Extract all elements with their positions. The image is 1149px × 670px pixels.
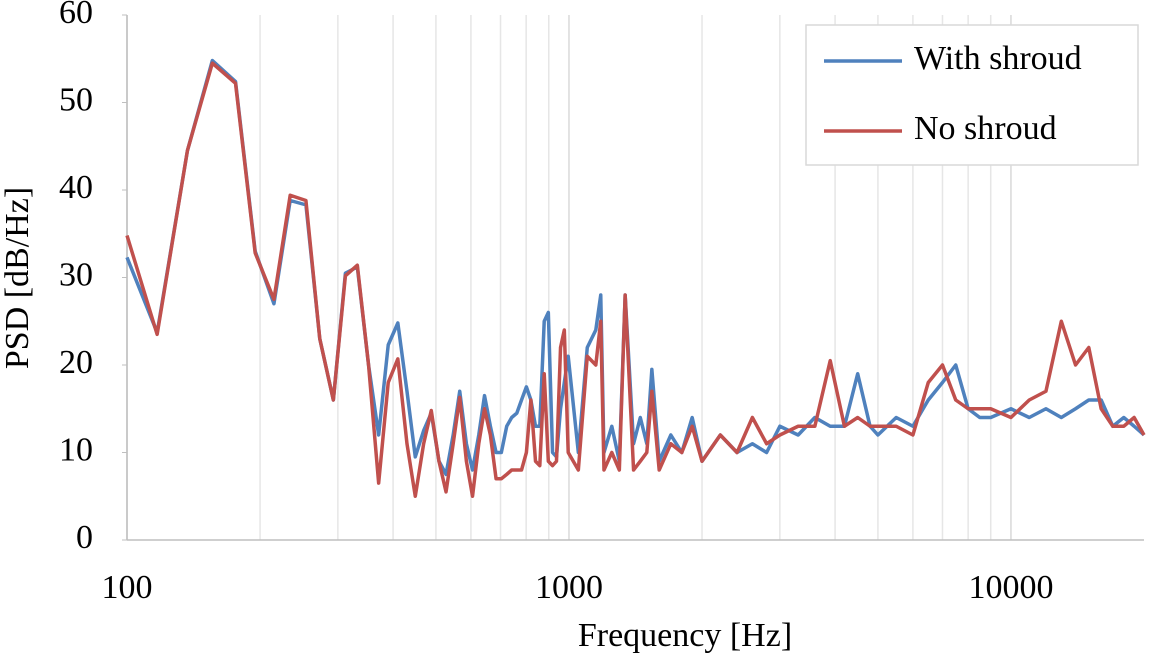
y-tick-label: 10: [59, 431, 93, 468]
x-tick-label: 10000: [968, 569, 1053, 606]
y-tick-label: 0: [76, 519, 93, 556]
y-tick-label: 50: [59, 81, 93, 118]
legend-label: No shroud: [914, 110, 1057, 147]
x-tick-label: 100: [102, 569, 153, 606]
legend-box: [805, 24, 1139, 166]
y-axis-label: PSD [dB/Hz]: [0, 187, 36, 369]
y-tick-label: 40: [59, 169, 93, 206]
y-tick-label: 60: [59, 0, 93, 31]
x-axis-label: Frequency [Hz]: [578, 617, 792, 654]
y-tick-label: 30: [59, 256, 93, 293]
y-tick-label: 20: [59, 344, 93, 381]
x-tick-label: 1000: [535, 569, 603, 606]
legend-label: With shroud: [914, 40, 1082, 77]
series-line: [125, 61, 1146, 498]
